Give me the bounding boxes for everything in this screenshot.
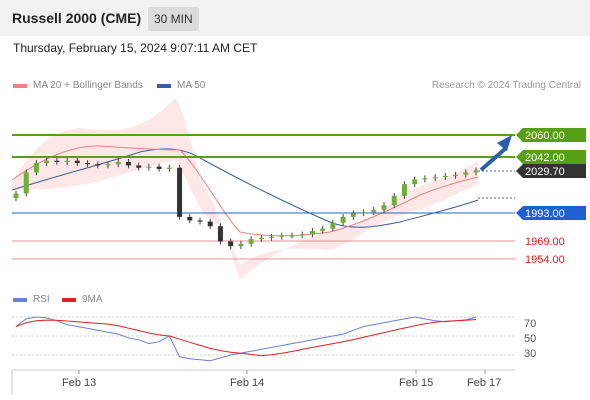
candle-body <box>248 239 254 244</box>
candle-body <box>432 177 438 179</box>
candle-body <box>85 163 91 165</box>
candle-body <box>177 167 183 217</box>
rsi-ma-label: 9MA <box>82 294 103 305</box>
x-label-feb13: Feb 13 <box>62 377 97 389</box>
credit-text: Research © 2024 Trading Central <box>431 80 581 91</box>
candle-body <box>381 205 387 210</box>
candle-body <box>115 161 121 165</box>
candle-body <box>23 172 29 194</box>
svg-text:2042.00: 2042.00 <box>525 152 565 164</box>
ma50-label: MA 50 <box>177 80 206 91</box>
candle-body <box>340 216 346 223</box>
candle-body <box>125 161 131 166</box>
candle-body <box>238 243 244 247</box>
candle-body <box>473 170 479 173</box>
candle-body <box>391 195 397 206</box>
candle-body <box>289 235 295 237</box>
rsi-swatch <box>13 297 27 302</box>
candle-body <box>422 178 428 180</box>
level-label-1954: 1954.00 <box>525 254 565 266</box>
candle-body <box>299 234 305 236</box>
candle-body <box>361 212 367 214</box>
candle-body <box>156 166 162 169</box>
level-tag-2060: 2060.00 <box>516 128 586 142</box>
ma20-swatch <box>13 83 27 88</box>
x-label-feb14: Feb 14 <box>230 377 265 389</box>
ma50-swatch <box>157 83 171 88</box>
candle-body <box>463 172 469 175</box>
legend-ma50: MA 50 <box>157 80 205 91</box>
level-tag-2029: 2029.70 <box>516 164 586 178</box>
candle-body <box>74 160 80 164</box>
rsi-9ma-line <box>15 319 477 357</box>
x-label-feb17: Feb 17 <box>467 377 502 389</box>
rsi-ma-swatch <box>62 297 76 302</box>
svg-text:2060.00: 2060.00 <box>525 130 565 142</box>
candle-body <box>412 179 418 185</box>
timeframe-button[interactable]: 30 MIN <box>148 7 199 31</box>
candle-body <box>258 237 264 240</box>
level-tag-1993: 1993.00 <box>516 206 586 220</box>
rsi-tick-50: 50 <box>524 333 536 345</box>
candle-body <box>371 209 377 213</box>
x-label-feb15: Feb 15 <box>399 377 434 389</box>
rsi-line <box>15 316 477 362</box>
rsi-legend: RSI <box>13 294 50 305</box>
candle-body <box>217 226 223 242</box>
candle-body <box>453 174 459 176</box>
candle-body <box>64 160 70 162</box>
rsi-tick-70: 70 <box>524 318 536 330</box>
candle-body <box>320 228 326 231</box>
candle-body <box>54 160 60 162</box>
ma50-line <box>11 148 479 228</box>
candle-body <box>269 236 275 238</box>
candle-body <box>309 230 315 235</box>
candle-body <box>279 235 285 237</box>
candle-body <box>187 216 193 221</box>
legend-ma20: MA 20 + Bollinger Bands <box>13 80 143 91</box>
candle-body <box>166 167 172 169</box>
forecast-arrow-shaft <box>479 146 508 172</box>
candle-body <box>207 221 213 227</box>
candle-body <box>105 164 111 166</box>
rsi-ma-legend: 9MA <box>62 294 103 305</box>
forecast-arrow-head <box>497 135 512 151</box>
candle-body <box>197 220 203 222</box>
candle-body <box>95 164 101 166</box>
candlestick-series <box>13 157 479 250</box>
candle-body <box>442 175 448 178</box>
svg-text:2029.70: 2029.70 <box>525 166 565 178</box>
instrument-title: Russell 2000 (CME) <box>12 10 142 26</box>
chart-header: Russell 2000 (CME) 30 MIN <box>0 0 590 36</box>
svg-text:1993.00: 1993.00 <box>525 208 565 220</box>
ma20-line <box>11 145 479 237</box>
level-label-1969: 1969.00 <box>525 236 565 248</box>
candle-body <box>33 163 39 173</box>
candle-body <box>401 184 407 196</box>
candle-body <box>146 166 152 168</box>
level-tag-2042: 2042.00 <box>516 150 586 164</box>
bollinger-band-area <box>12 98 478 280</box>
candle-body <box>136 165 142 168</box>
candle-body <box>330 222 336 229</box>
rsi-label: RSI <box>33 294 50 305</box>
candle-body <box>13 193 19 199</box>
candle-body <box>228 241 234 247</box>
rsi-tick-30: 30 <box>524 348 536 360</box>
ma20-label: MA 20 + Bollinger Bands <box>33 80 143 91</box>
candle-body <box>44 160 50 164</box>
timestamp: Thursday, February 15, 2024 9:07:11 AM C… <box>13 41 258 55</box>
candle-body <box>350 213 356 217</box>
